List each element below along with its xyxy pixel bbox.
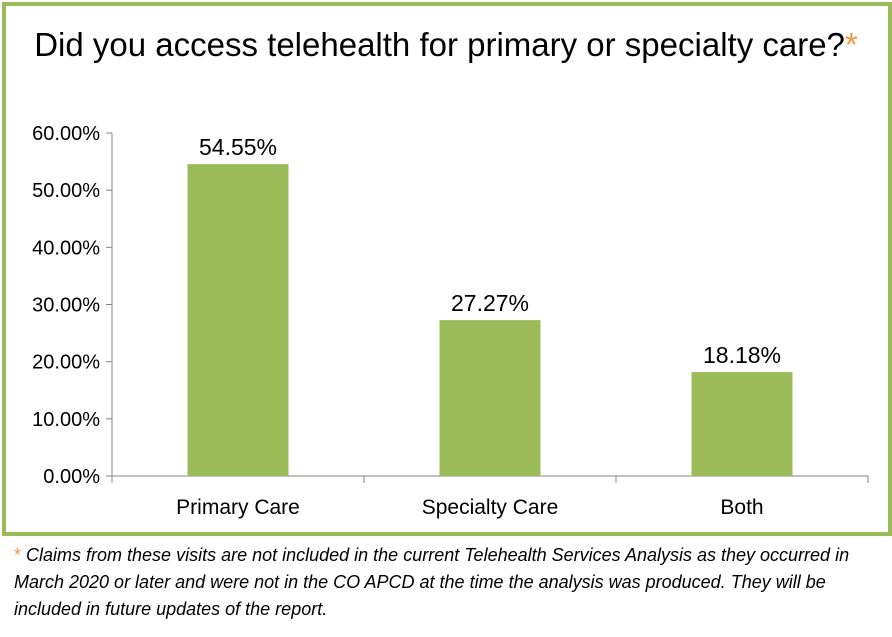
y-tick-label: 40.00%	[32, 237, 100, 259]
data-label: 54.55%	[199, 134, 277, 160]
x-tick-label: Specialty Care	[422, 496, 559, 519]
chart-title: Did you access telehealth for primary or…	[0, 22, 892, 67]
footnote: * Claims from these visits are not inclu…	[14, 542, 874, 623]
footnote-text: Claims from these visits are not include…	[14, 545, 850, 619]
y-tick-label: 10.00%	[32, 409, 100, 431]
data-label: 18.18%	[703, 342, 781, 368]
data-label: 27.27%	[451, 290, 529, 316]
y-tick-label: 50.00%	[32, 180, 100, 202]
title-asterisk: *	[844, 26, 858, 63]
bar	[691, 372, 793, 476]
x-tick-label: Both	[720, 496, 763, 519]
y-tick-label: 30.00%	[32, 295, 100, 317]
y-tick-label: 0.00%	[43, 466, 100, 488]
bar	[439, 320, 541, 476]
x-tick-label: Primary Care	[176, 496, 300, 519]
bar-chart: 0.00% 10.00% 20.00% 30.00% 40.00% 50.00% 60.00…	[32, 123, 869, 519]
y-tick-label: 60.00%	[32, 123, 100, 145]
y-tick-label: 20.00%	[32, 352, 100, 374]
footnote-asterisk: *	[14, 545, 22, 565]
bar	[187, 164, 289, 477]
chart-title-text: Did you access telehealth for primary or…	[34, 26, 845, 63]
